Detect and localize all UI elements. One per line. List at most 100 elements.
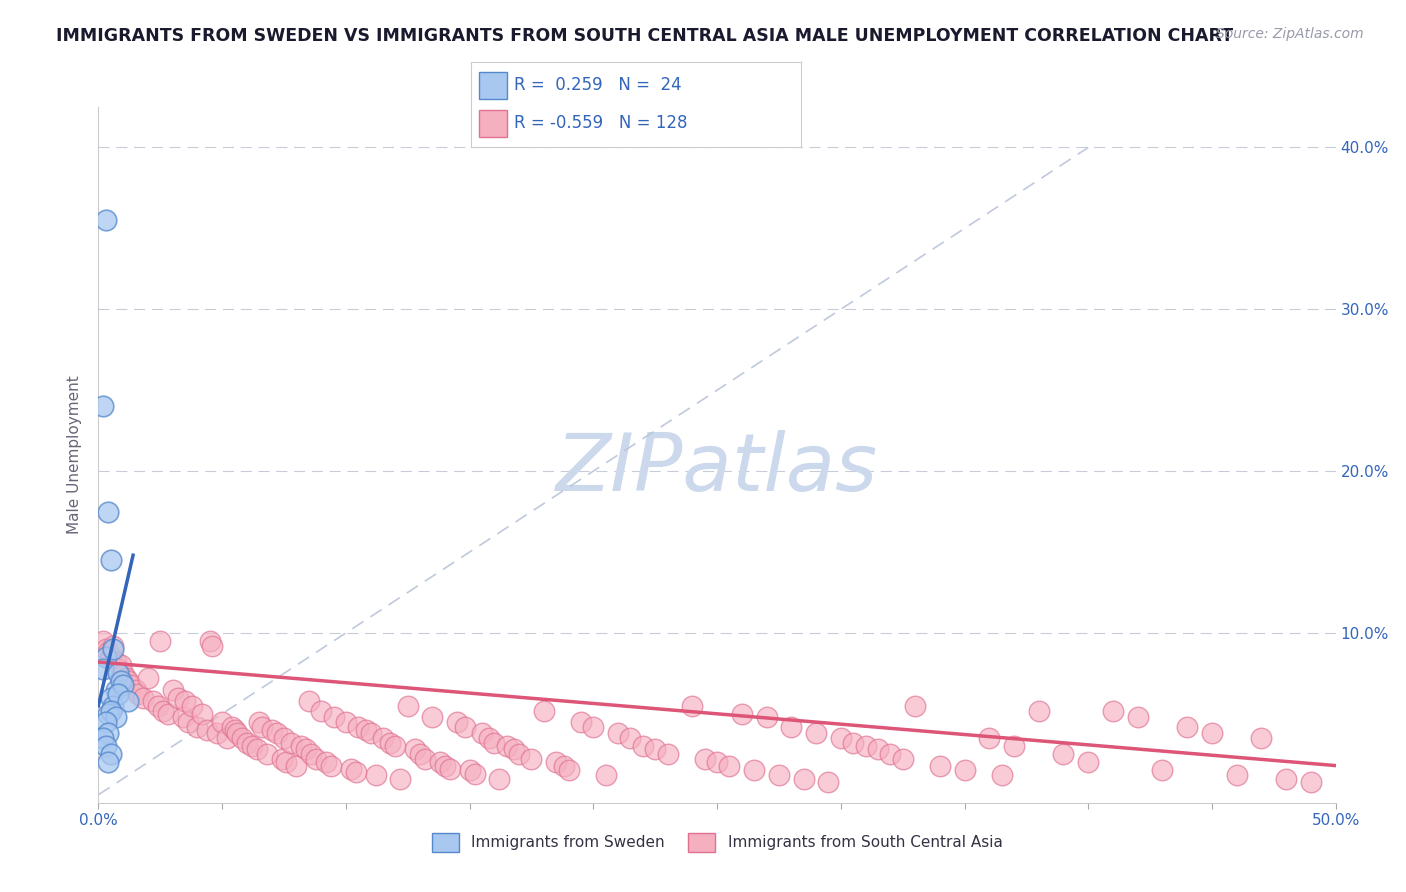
Point <box>891 752 914 766</box>
Point <box>546 756 568 770</box>
Point <box>319 758 342 772</box>
Point <box>422 710 444 724</box>
Point <box>1226 768 1249 782</box>
Point <box>557 764 579 778</box>
Point <box>142 694 165 708</box>
Point <box>553 758 575 772</box>
Point <box>276 756 298 770</box>
Legend: Immigrants from Sweden, Immigrants from South Central Asia: Immigrants from Sweden, Immigrants from … <box>426 827 1008 858</box>
Point <box>866 742 889 756</box>
Point <box>93 661 115 675</box>
Point <box>100 690 122 705</box>
Point <box>103 698 125 713</box>
Point <box>879 747 901 762</box>
Point <box>404 742 426 756</box>
Point <box>100 704 122 718</box>
Point <box>1175 720 1198 734</box>
Point <box>1028 704 1050 718</box>
Point <box>97 756 120 770</box>
Point <box>152 704 174 718</box>
Point <box>166 690 188 705</box>
Point <box>742 764 765 778</box>
Point <box>195 723 218 737</box>
Point <box>93 400 115 414</box>
Point <box>94 213 117 227</box>
Point <box>110 674 132 689</box>
Point <box>226 726 249 740</box>
Text: R = -0.559   N = 128: R = -0.559 N = 128 <box>515 114 688 132</box>
Point <box>657 747 679 762</box>
Point <box>162 682 184 697</box>
Point <box>94 714 117 729</box>
Point <box>94 642 117 657</box>
Point <box>458 764 481 778</box>
Point <box>290 739 312 754</box>
Point <box>205 726 228 740</box>
Point <box>488 772 510 786</box>
Point <box>1250 731 1272 745</box>
Point <box>201 639 224 653</box>
Point <box>484 736 506 750</box>
Point <box>107 666 129 681</box>
Point <box>124 682 146 697</box>
Point <box>285 758 308 772</box>
Text: R =  0.259   N =  24: R = 0.259 N = 24 <box>515 77 682 95</box>
Point <box>136 671 159 685</box>
Point <box>97 726 120 740</box>
Point <box>990 768 1012 782</box>
Point <box>768 768 790 782</box>
Point <box>340 762 363 776</box>
Point <box>1102 704 1125 718</box>
Point <box>344 765 367 780</box>
Point <box>464 766 486 780</box>
Point <box>433 758 456 772</box>
Point <box>830 731 852 745</box>
Point <box>731 706 754 721</box>
Point <box>305 752 328 766</box>
Point <box>928 758 950 772</box>
Point <box>380 736 402 750</box>
Point <box>755 710 778 724</box>
Point <box>273 731 295 745</box>
Point <box>97 706 120 721</box>
Point <box>132 690 155 705</box>
Point <box>156 706 179 721</box>
Point <box>309 704 332 718</box>
Point <box>236 736 259 750</box>
FancyBboxPatch shape <box>479 110 508 137</box>
Point <box>97 504 120 518</box>
Point <box>347 720 370 734</box>
Point <box>569 714 592 729</box>
Point <box>582 720 605 734</box>
Point <box>953 764 976 778</box>
Point <box>607 726 630 740</box>
Point <box>256 747 278 762</box>
Point <box>231 731 253 745</box>
Point <box>495 739 517 754</box>
Point <box>706 756 728 770</box>
Point <box>855 739 877 754</box>
Point <box>97 645 120 659</box>
Point <box>817 774 839 789</box>
Point <box>693 752 716 766</box>
Point <box>1126 710 1149 724</box>
Point <box>979 731 1001 745</box>
Point <box>595 768 617 782</box>
Point <box>221 720 243 734</box>
Point <box>508 747 530 762</box>
Point <box>112 678 135 692</box>
Point <box>240 739 263 754</box>
Point <box>315 756 337 770</box>
Point <box>146 698 169 713</box>
Point <box>1152 764 1174 778</box>
Point <box>103 639 125 653</box>
Point <box>260 723 283 737</box>
Point <box>247 714 270 729</box>
Point <box>354 723 377 737</box>
Point <box>246 742 269 756</box>
Point <box>191 706 214 721</box>
Point <box>107 661 129 675</box>
Point <box>804 726 827 740</box>
Text: Source: ZipAtlas.com: Source: ZipAtlas.com <box>1216 27 1364 41</box>
Point <box>718 758 741 772</box>
